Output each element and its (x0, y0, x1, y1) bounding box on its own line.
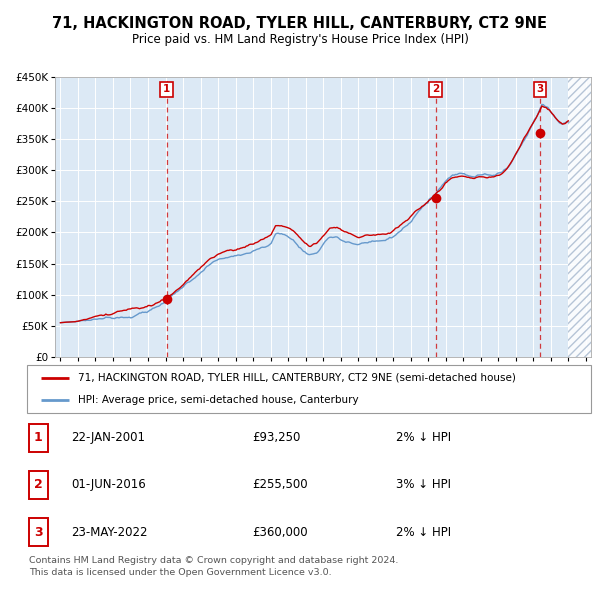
Text: £360,000: £360,000 (252, 526, 308, 539)
Text: Price paid vs. HM Land Registry's House Price Index (HPI): Price paid vs. HM Land Registry's House … (131, 33, 469, 46)
Text: Contains HM Land Registry data © Crown copyright and database right 2024.
This d: Contains HM Land Registry data © Crown c… (29, 556, 398, 577)
FancyBboxPatch shape (29, 471, 48, 499)
Text: £93,250: £93,250 (252, 431, 301, 444)
FancyBboxPatch shape (29, 424, 48, 452)
Text: 2: 2 (432, 84, 439, 94)
Text: 71, HACKINGTON ROAD, TYLER HILL, CANTERBURY, CT2 9NE (semi-detached house): 71, HACKINGTON ROAD, TYLER HILL, CANTERB… (78, 373, 515, 383)
Text: 23-MAY-2022: 23-MAY-2022 (71, 526, 148, 539)
FancyBboxPatch shape (27, 365, 591, 413)
Text: 1: 1 (163, 84, 170, 94)
Text: 1: 1 (34, 431, 43, 444)
Text: 3: 3 (34, 526, 43, 539)
Text: 2% ↓ HPI: 2% ↓ HPI (396, 431, 451, 444)
Text: 2% ↓ HPI: 2% ↓ HPI (396, 526, 451, 539)
Text: HPI: Average price, semi-detached house, Canterbury: HPI: Average price, semi-detached house,… (78, 395, 358, 405)
Text: 71, HACKINGTON ROAD, TYLER HILL, CANTERBURY, CT2 9NE: 71, HACKINGTON ROAD, TYLER HILL, CANTERB… (53, 16, 548, 31)
Text: 3% ↓ HPI: 3% ↓ HPI (396, 478, 451, 491)
FancyBboxPatch shape (29, 518, 48, 546)
Bar (568, 77, 591, 357)
Text: 01-JUN-2016: 01-JUN-2016 (71, 478, 146, 491)
Text: 22-JAN-2001: 22-JAN-2001 (71, 431, 145, 444)
Text: 2: 2 (34, 478, 43, 491)
Text: 3: 3 (536, 84, 544, 94)
Text: £255,500: £255,500 (252, 478, 308, 491)
